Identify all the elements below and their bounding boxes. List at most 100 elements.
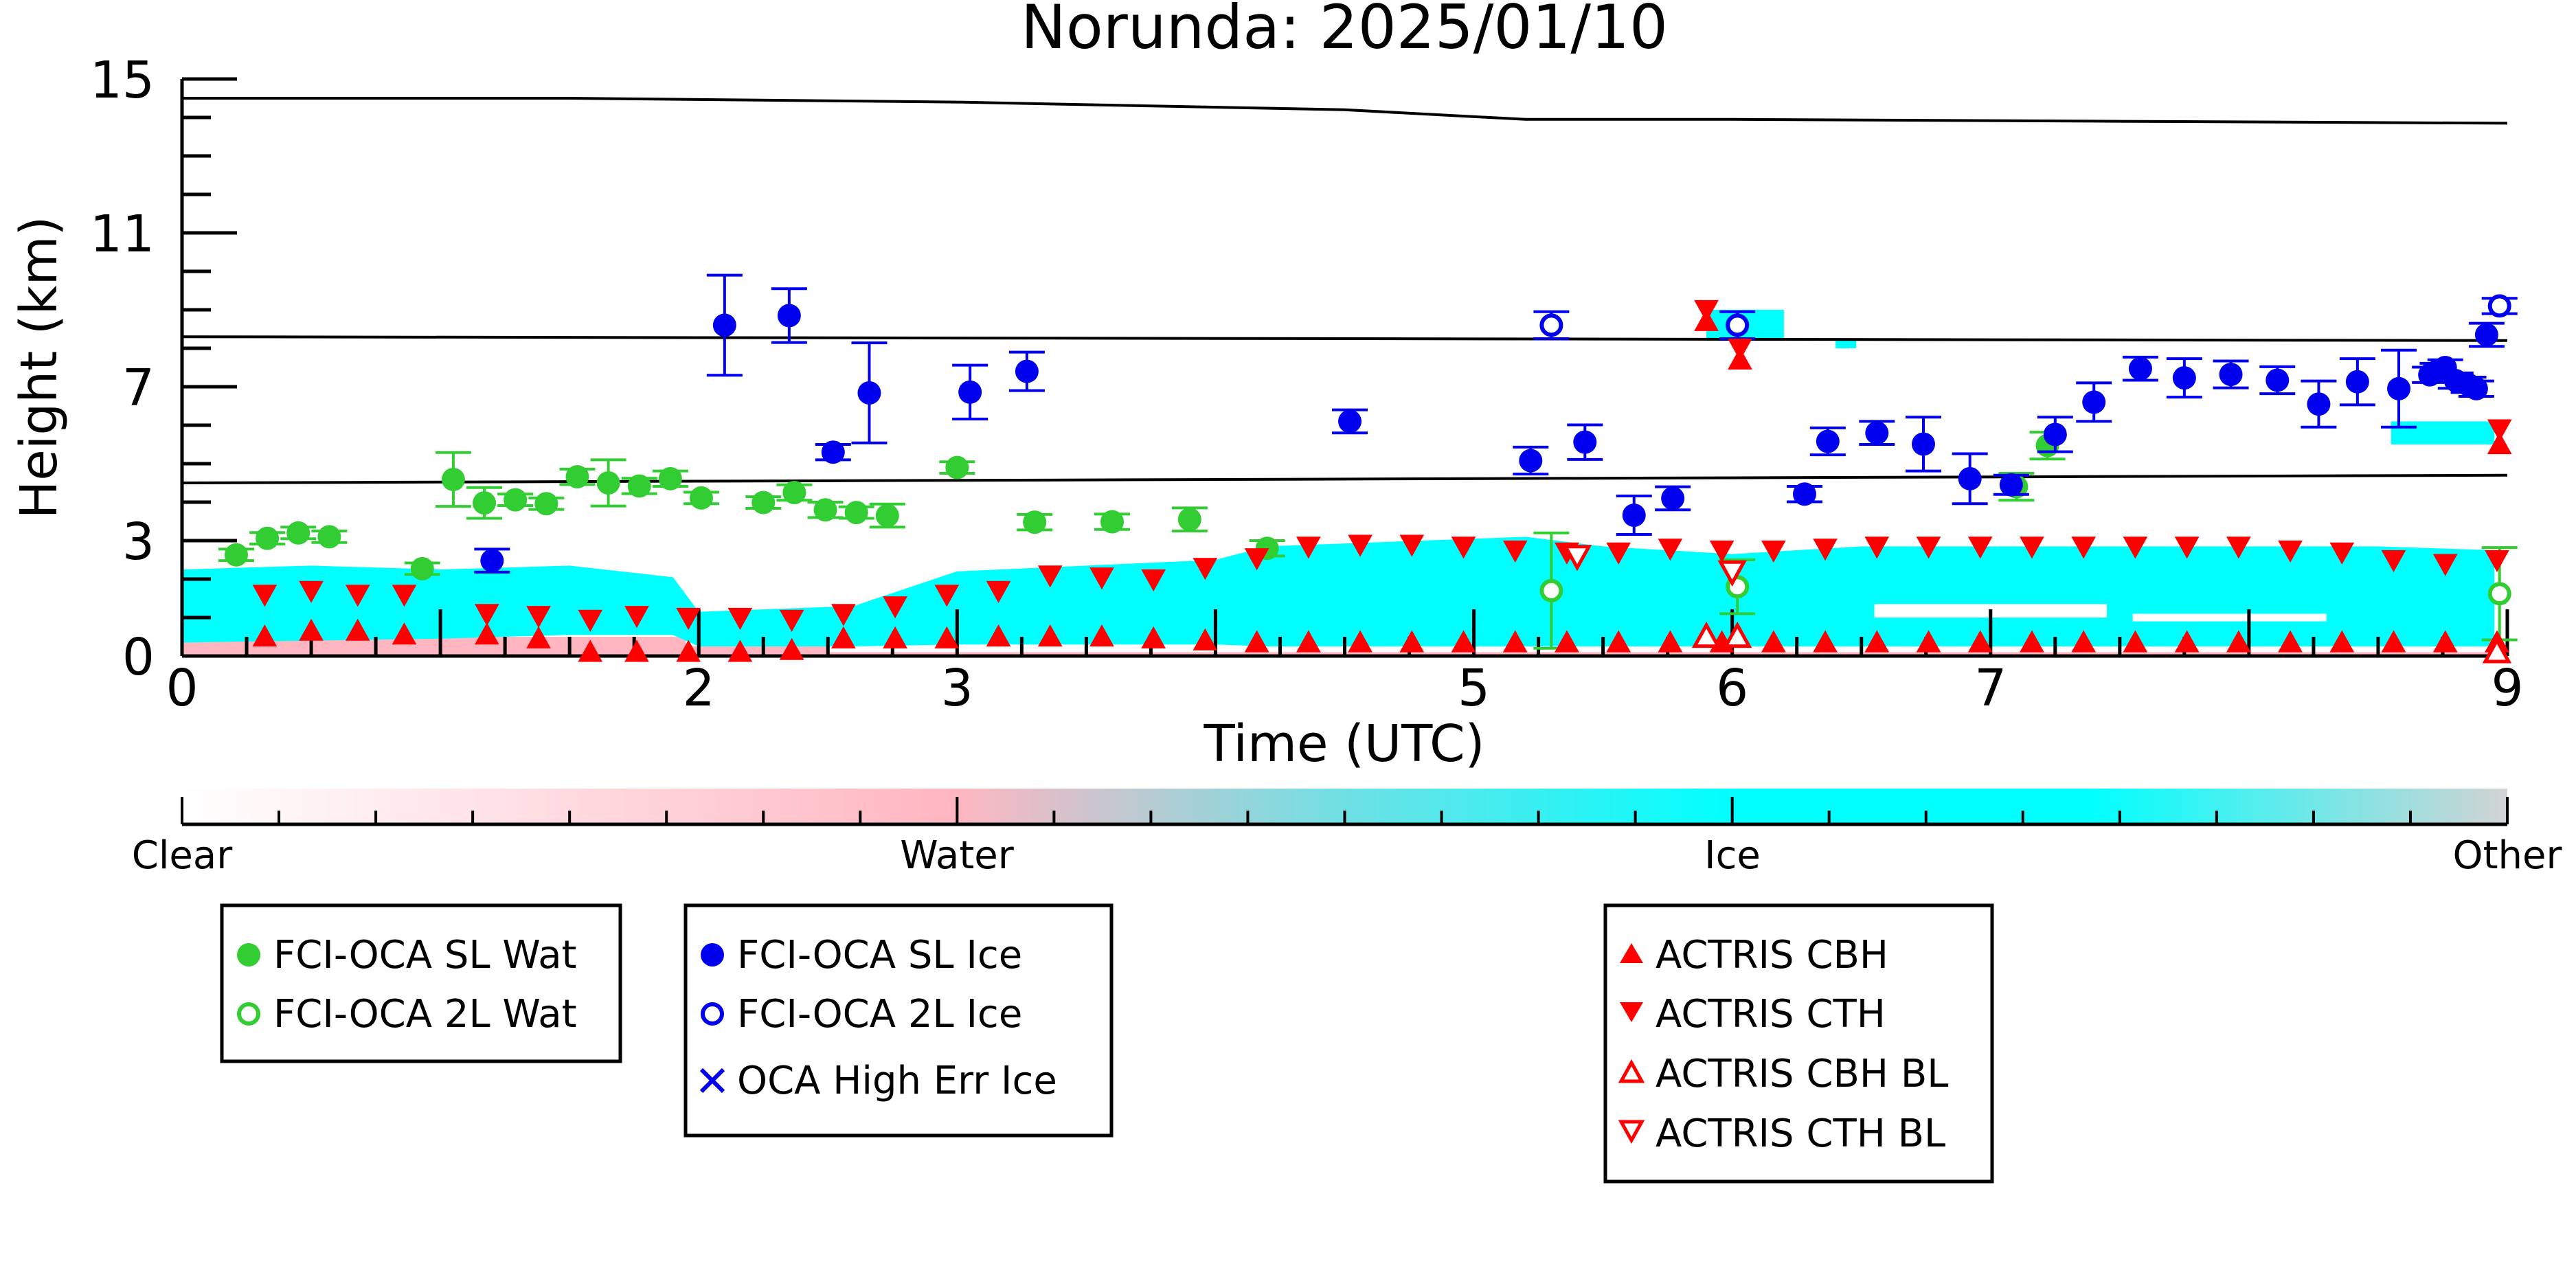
actris-cbh-marker	[2329, 630, 2355, 653]
x-tick-label: 0	[166, 659, 198, 718]
data-point-marker	[1726, 313, 1750, 337]
colorbar-label-water: Water	[900, 833, 1015, 878]
actris-cbh-marker	[345, 618, 370, 641]
data-point-marker	[2307, 392, 2331, 416]
data-point-marker	[689, 486, 713, 510]
legend-label-2l-ice: FCI-OCA 2L Ice	[737, 992, 1022, 1037]
actris-cth-marker	[779, 609, 804, 632]
legend-label-cth: ACTRIS CTH	[1656, 992, 1886, 1037]
data-point-marker	[857, 381, 881, 405]
actris-cbh-marker	[2432, 630, 2458, 653]
actris-cth-marker	[1916, 536, 1941, 559]
data-point-marker	[1338, 409, 1362, 433]
actris-cbh-marker	[252, 624, 278, 647]
actris-cbh-marker	[1555, 630, 1579, 653]
actris-cth-marker	[1606, 542, 1631, 565]
data-markers	[218, 273, 2518, 664]
y-tick-label: 11	[90, 205, 155, 264]
actris-cbh-marker	[2071, 630, 2097, 653]
legend-actris: ACTRIS CBH ACTRIS CTH ACTRIS CBH BL ACTR…	[1603, 903, 1994, 1184]
actris-cth-marker	[2278, 540, 2303, 563]
legend-water-box	[220, 903, 622, 1063]
legend-marker-2l-ice	[701, 1002, 724, 1026]
y-tick-label: 7	[122, 359, 155, 418]
actris-cth-marker	[1658, 539, 1683, 561]
legend-label-high-err-ice: OCA High Err Ice	[737, 1059, 1057, 1103]
actris-cth-marker	[1709, 540, 1735, 563]
x-tick-label: 5	[1458, 659, 1490, 718]
colorbar-label-clear: Clear	[132, 833, 233, 878]
actris-cth-marker	[1864, 536, 1890, 559]
actris-cth-marker	[1296, 536, 1321, 559]
actris-cbh-marker	[1658, 630, 1683, 653]
data-point-marker	[1911, 432, 1935, 456]
actris-cth-marker	[986, 580, 1011, 603]
data-point-marker	[821, 440, 845, 464]
legend-marker-cbh-bl	[1618, 1059, 1645, 1083]
actris-cth-marker	[1451, 536, 1476, 559]
cloud-mask-ice-band	[182, 536, 2495, 646]
data-point-marker	[1865, 421, 1889, 445]
data-point-marker	[2172, 366, 2196, 390]
actris-cbh-marker	[2020, 630, 2044, 653]
actris-cth-marker	[299, 580, 324, 603]
actris-cth-marker	[1244, 548, 1269, 571]
data-point-marker	[1999, 473, 2023, 497]
data-point-marker	[2345, 370, 2369, 394]
actris-cbh-marker	[779, 637, 804, 660]
actris-cth-marker	[392, 585, 417, 607]
data-point-marker	[317, 525, 341, 549]
actris-cbh-marker	[1141, 626, 1166, 648]
y-tick-label: 0	[122, 628, 155, 687]
actris-cbh-marker	[1399, 630, 1425, 653]
data-point-marker	[2128, 357, 2152, 381]
legend-marker-2l-wat	[237, 1002, 260, 1026]
actris-cth-marker	[2174, 536, 2200, 559]
legend-marker-sl-wat	[237, 943, 260, 967]
data-point-marker	[752, 490, 776, 515]
actris-cth-marker	[1562, 545, 1592, 572]
data-point-marker	[2487, 582, 2511, 606]
data-point-marker	[473, 491, 497, 515]
data-point-marker	[875, 504, 899, 528]
actris-cbh-marker	[1691, 621, 1721, 648]
data-point-marker	[2082, 390, 2106, 414]
actris-cth-marker	[2487, 419, 2512, 442]
actris-cbh-marker	[2123, 630, 2148, 653]
data-point-marker	[534, 492, 558, 516]
y-tick-label: 15	[90, 51, 155, 110]
actris-cth-marker	[676, 607, 701, 631]
data-point-marker	[1539, 313, 1563, 337]
actris-cth-marker	[1089, 567, 1114, 590]
actris-cbh-marker	[1348, 630, 1372, 653]
x-tick-label: 9	[2491, 659, 2523, 718]
actris-cbh-marker	[1089, 624, 1114, 647]
data-point-marker	[565, 465, 589, 489]
plot-area: 0 3 7 11 15 0 2 3 5 6 7 9	[90, 51, 2524, 718]
reference-line	[182, 335, 2507, 342]
actris-cbh-marker	[883, 626, 907, 648]
data-point-marker	[844, 501, 868, 525]
actris-cbh-marker	[2487, 431, 2512, 455]
actris-cbh-marker	[1916, 630, 1941, 653]
actris-cth-marker	[345, 585, 370, 607]
data-point-marker	[2464, 376, 2488, 400]
data-point-marker	[1661, 486, 1685, 510]
actris-cth-marker	[2071, 536, 2097, 559]
data-point-marker	[286, 521, 310, 545]
data-point-marker	[1573, 430, 1597, 454]
legend-marker-cth-bl	[1618, 1120, 1645, 1144]
actris-cth-marker	[624, 606, 649, 629]
actris-cth-marker	[2226, 536, 2251, 559]
actris-cbh-marker	[1761, 630, 1786, 653]
actris-cbh-marker	[1037, 624, 1063, 647]
data-point-marker	[224, 543, 248, 567]
actris-cth-marker	[2123, 536, 2148, 559]
actris-cbh-marker	[986, 624, 1011, 647]
actris-cbh-marker	[1813, 630, 1838, 653]
actris-cth-marker	[1037, 565, 1063, 588]
actris-cth-marker	[1348, 534, 1372, 557]
colorbar-label-ice: Ice	[1704, 833, 1761, 878]
actris-cth-marker	[1141, 569, 1166, 592]
data-point-marker	[1100, 510, 1124, 534]
